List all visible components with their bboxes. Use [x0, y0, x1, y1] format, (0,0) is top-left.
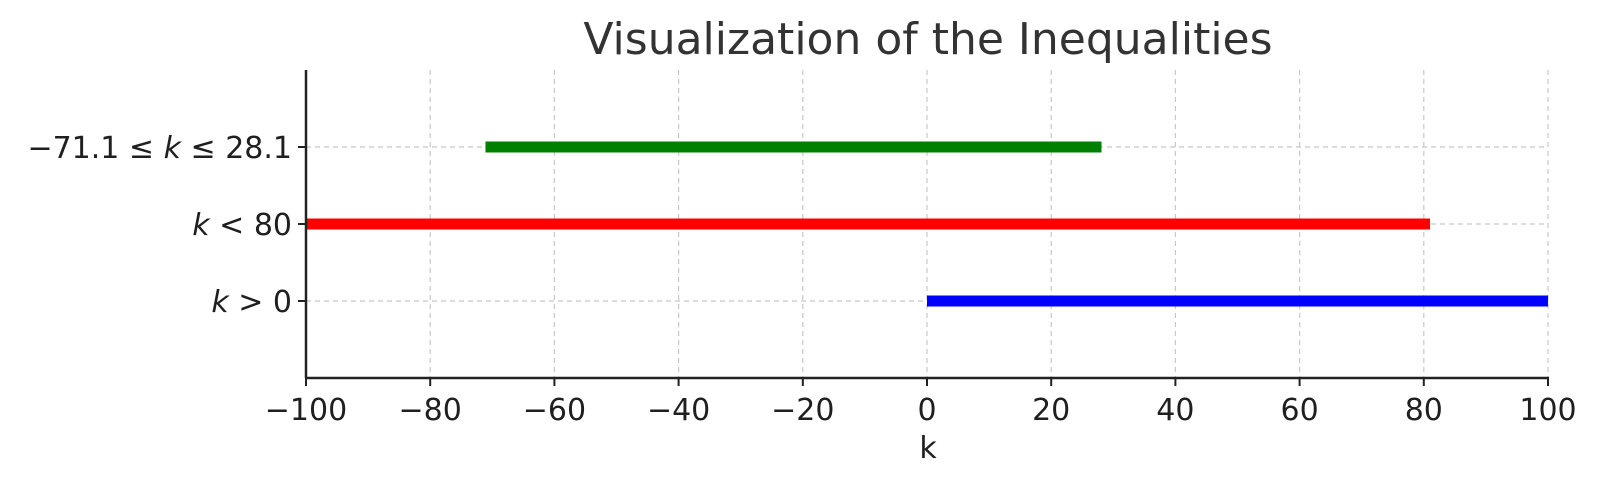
- x-tick-label: 100: [1519, 393, 1576, 428]
- y-category-label: k < 80: [192, 208, 292, 243]
- x-tick-label: −100: [265, 393, 347, 428]
- x-ticks: −100 −80 −60 −40 −20 0 20 40 60 80 100: [265, 378, 1577, 428]
- x-tick-label: 20: [1032, 393, 1070, 428]
- x-tick-label: 40: [1156, 393, 1194, 428]
- x-tick-label: 60: [1281, 393, 1319, 428]
- interval-bar: [927, 295, 1548, 307]
- interval-bar: [306, 218, 1431, 230]
- x-tick-label: −20: [771, 393, 834, 428]
- x-tick-label: 0: [917, 393, 936, 428]
- x-tick-label: −60: [523, 393, 586, 428]
- x-tick-label: 80: [1405, 393, 1443, 428]
- chart-title: Visualization of the Inequalities: [583, 14, 1272, 65]
- bars-layer: [306, 141, 1548, 307]
- x-axis-label: k: [919, 431, 937, 466]
- y-category-label: k > 0: [211, 285, 292, 320]
- x-tick-label: −80: [399, 393, 462, 428]
- interval-bar: [485, 141, 1102, 153]
- y-category-label: −71.1 ≤ k ≤ 28.1: [27, 131, 292, 166]
- y-category-labels: k > 0 k < 80 −71.1 ≤ k ≤ 28.1: [27, 131, 306, 320]
- x-tick-label: −40: [647, 393, 710, 428]
